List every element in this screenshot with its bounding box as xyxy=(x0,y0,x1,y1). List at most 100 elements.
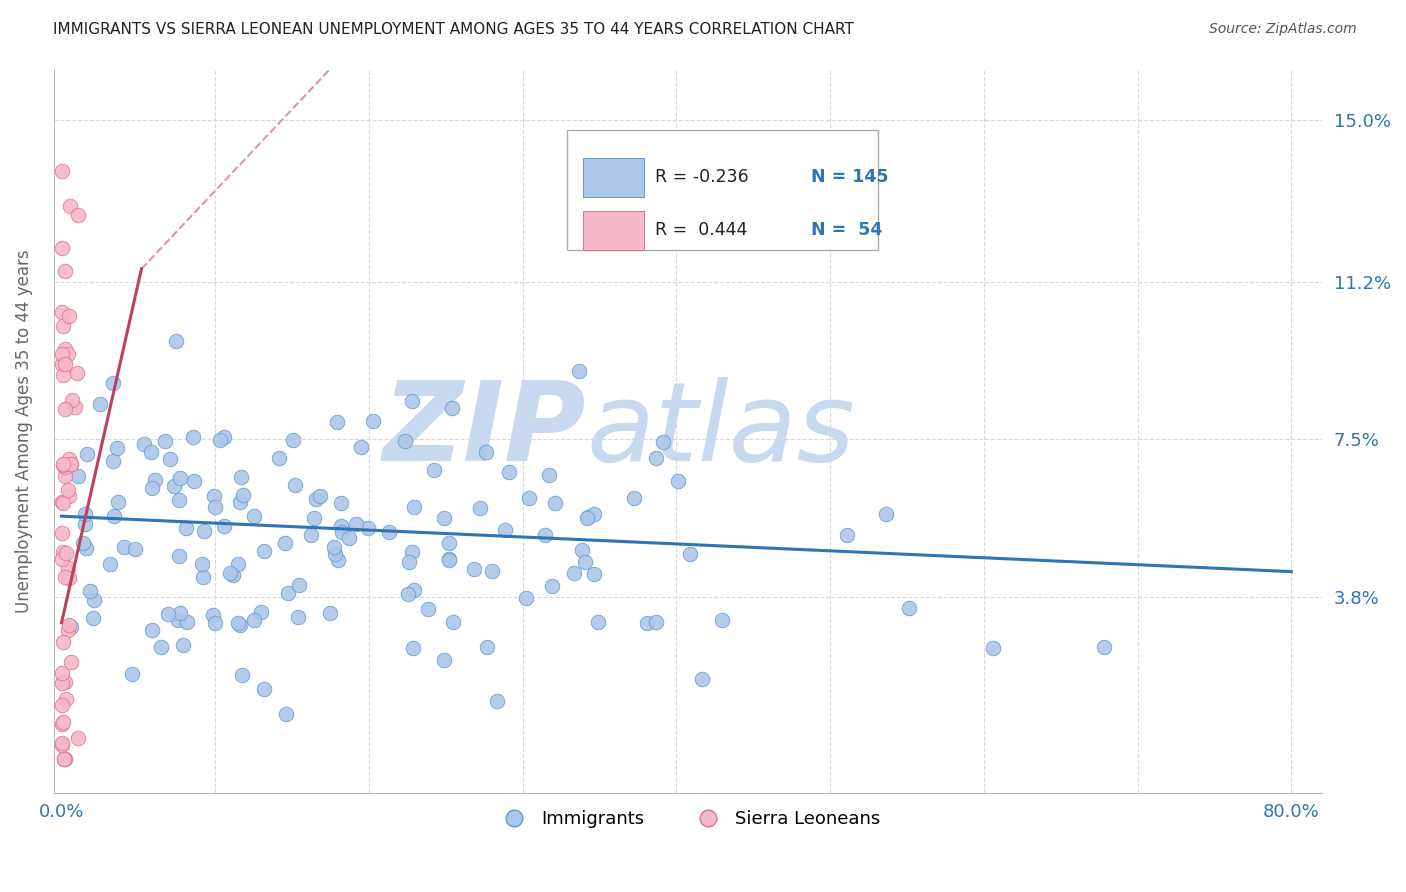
Point xyxy=(52,368,75,383)
Text: N = 145: N = 145 xyxy=(811,169,889,186)
Point xyxy=(582,567,605,582)
Point xyxy=(463,562,485,576)
Point xyxy=(534,528,557,542)
Text: R = -0.236: R = -0.236 xyxy=(655,169,749,186)
Point xyxy=(51,458,73,473)
Point xyxy=(209,433,232,447)
Point xyxy=(583,507,606,521)
Point xyxy=(51,525,73,540)
Point xyxy=(299,527,322,541)
Point xyxy=(441,615,464,629)
Point xyxy=(481,564,503,578)
Point xyxy=(576,510,599,524)
Point xyxy=(132,436,155,450)
Point xyxy=(51,495,73,509)
Point xyxy=(398,555,420,569)
Point xyxy=(439,535,461,549)
Point xyxy=(56,347,79,361)
Point xyxy=(396,587,419,601)
Point xyxy=(544,496,567,510)
Point xyxy=(571,543,593,558)
Point xyxy=(159,452,181,467)
Point xyxy=(277,586,299,600)
Point xyxy=(172,638,194,652)
Point xyxy=(281,434,304,448)
Point xyxy=(58,618,80,632)
Point xyxy=(51,738,73,752)
Point xyxy=(212,518,235,533)
Point xyxy=(56,483,79,497)
Point xyxy=(267,451,290,466)
Point xyxy=(432,653,454,667)
Point xyxy=(284,478,307,492)
Point xyxy=(202,489,225,503)
Point xyxy=(52,714,75,729)
Point xyxy=(52,318,75,333)
Point xyxy=(51,736,73,750)
Point xyxy=(363,414,385,428)
Point xyxy=(538,467,561,482)
Point xyxy=(167,492,190,507)
Point xyxy=(1092,640,1115,654)
Point xyxy=(98,558,121,572)
Point xyxy=(692,672,714,686)
Point xyxy=(308,489,330,503)
Point xyxy=(58,310,80,324)
Point xyxy=(586,615,609,630)
Point xyxy=(323,540,346,554)
Point xyxy=(53,401,76,416)
Point xyxy=(52,752,75,766)
Point xyxy=(89,396,111,410)
Point xyxy=(337,532,360,546)
Point xyxy=(402,640,425,655)
Point xyxy=(60,655,83,669)
Point xyxy=(103,508,125,523)
Point xyxy=(274,707,297,722)
Point xyxy=(53,357,76,371)
Point xyxy=(51,304,73,318)
Point xyxy=(59,620,82,634)
Point xyxy=(150,640,173,654)
Point xyxy=(212,430,235,444)
Point xyxy=(568,363,591,377)
Point xyxy=(79,583,101,598)
Point xyxy=(51,241,73,255)
Point xyxy=(163,479,186,493)
Point xyxy=(440,401,463,415)
Point xyxy=(981,641,1004,656)
Point xyxy=(53,460,76,475)
Point xyxy=(169,549,191,563)
Point xyxy=(58,571,80,585)
Point xyxy=(121,666,143,681)
Point xyxy=(105,441,128,455)
Point xyxy=(51,698,73,712)
Point xyxy=(477,640,499,655)
Point xyxy=(176,615,198,629)
Point xyxy=(112,540,135,554)
Point xyxy=(66,366,89,380)
Point xyxy=(193,524,215,538)
Point xyxy=(60,457,83,471)
Point xyxy=(305,492,328,507)
Point xyxy=(51,347,73,361)
Text: atlas: atlas xyxy=(586,377,855,484)
FancyBboxPatch shape xyxy=(582,211,644,250)
Text: R =  0.444: R = 0.444 xyxy=(655,221,748,239)
Point xyxy=(437,552,460,566)
Point xyxy=(204,615,226,630)
Point xyxy=(58,452,80,467)
Point xyxy=(231,668,253,682)
Point xyxy=(433,510,456,524)
Point xyxy=(51,164,73,178)
Point xyxy=(439,552,461,566)
Point xyxy=(201,607,224,622)
Point xyxy=(181,429,204,443)
Y-axis label: Unemployment Among Ages 35 to 44 years: Unemployment Among Ages 35 to 44 years xyxy=(15,249,32,613)
Point xyxy=(475,444,498,458)
Point xyxy=(357,521,380,535)
Point xyxy=(652,435,675,450)
Point xyxy=(679,547,702,561)
Point xyxy=(232,488,254,502)
Point xyxy=(141,481,163,495)
Point xyxy=(541,579,564,593)
